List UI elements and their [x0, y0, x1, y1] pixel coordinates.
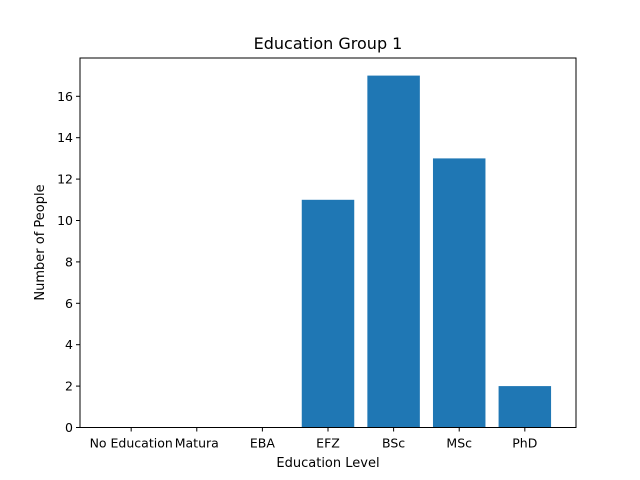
bars-group: [301, 75, 552, 428]
bar-msc: [432, 158, 486, 428]
y-axis-ticks: 0 2 4 6 8 10 12 14 16: [57, 89, 80, 435]
x-tick-label-eba: EBA: [250, 436, 275, 451]
x-tick-label-no-education: No Education: [90, 436, 173, 451]
y-tick-label-2: 2: [65, 379, 73, 394]
x-tick-label-msc: MSc: [446, 436, 472, 451]
x-axis-ticks: No Education Matura EBA EFZ BSc MSc PhD: [90, 427, 537, 451]
bar-efz: [301, 199, 355, 428]
y-tick-label-4: 4: [65, 337, 73, 352]
bar-phd: [498, 386, 552, 428]
y-tick-label-8: 8: [65, 254, 73, 269]
x-tick-label-phd: PhD: [512, 436, 537, 451]
plot-frame: [79, 57, 577, 428]
x-tick-label-bsc: BSc: [382, 436, 405, 451]
x-tick-label-efz: EFZ: [316, 436, 340, 451]
y-tick-label-12: 12: [57, 172, 73, 187]
chart-title: Education Group 1: [254, 34, 403, 53]
x-axis-label: Education Level: [276, 456, 379, 471]
x-tick-label-matura: Matura: [175, 436, 219, 451]
y-tick-label-14: 14: [57, 130, 73, 145]
y-tick-label-6: 6: [65, 296, 73, 311]
bar-bsc: [367, 75, 420, 428]
y-tick-label-16: 16: [57, 89, 73, 104]
y-tick-label-0: 0: [65, 420, 73, 435]
y-tick-label-10: 10: [57, 213, 73, 228]
y-axis-label: Number of People: [33, 184, 48, 300]
